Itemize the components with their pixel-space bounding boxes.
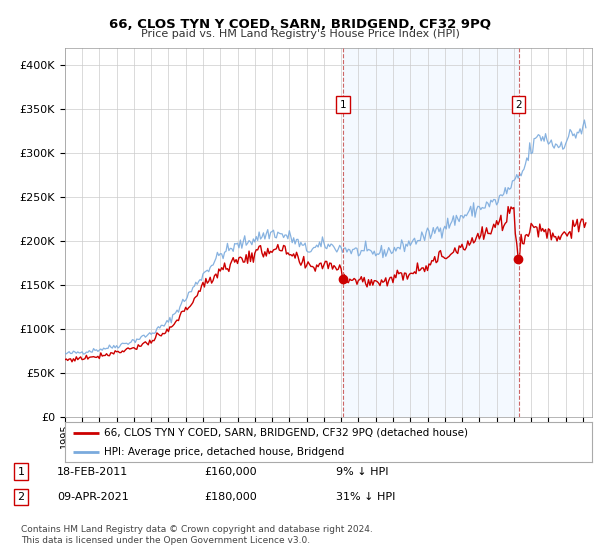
Text: 09-APR-2021: 09-APR-2021 [57, 492, 129, 502]
Text: 18-FEB-2011: 18-FEB-2011 [57, 466, 128, 477]
Text: 2: 2 [515, 100, 522, 110]
Text: Contains HM Land Registry data © Crown copyright and database right 2024.
This d: Contains HM Land Registry data © Crown c… [21, 525, 373, 545]
Text: £160,000: £160,000 [204, 466, 257, 477]
Text: 9% ↓ HPI: 9% ↓ HPI [336, 466, 389, 477]
Text: 66, CLOS TYN Y COED, SARN, BRIDGEND, CF32 9PQ (detached house): 66, CLOS TYN Y COED, SARN, BRIDGEND, CF3… [104, 428, 469, 437]
Text: 31% ↓ HPI: 31% ↓ HPI [336, 492, 395, 502]
Bar [343, 48, 518, 417]
Text: 1: 1 [340, 100, 347, 110]
Text: 1: 1 [17, 466, 25, 477]
Text: Price paid vs. HM Land Registry's House Price Index (HPI): Price paid vs. HM Land Registry's House … [140, 29, 460, 39]
Text: 66, CLOS TYN Y COED, SARN, BRIDGEND, CF32 9PQ: 66, CLOS TYN Y COED, SARN, BRIDGEND, CF3… [109, 18, 491, 31]
Text: £180,000: £180,000 [204, 492, 257, 502]
Text: HPI: Average price, detached house, Bridgend: HPI: Average price, detached house, Brid… [104, 447, 344, 457]
Text: 2: 2 [17, 492, 25, 502]
